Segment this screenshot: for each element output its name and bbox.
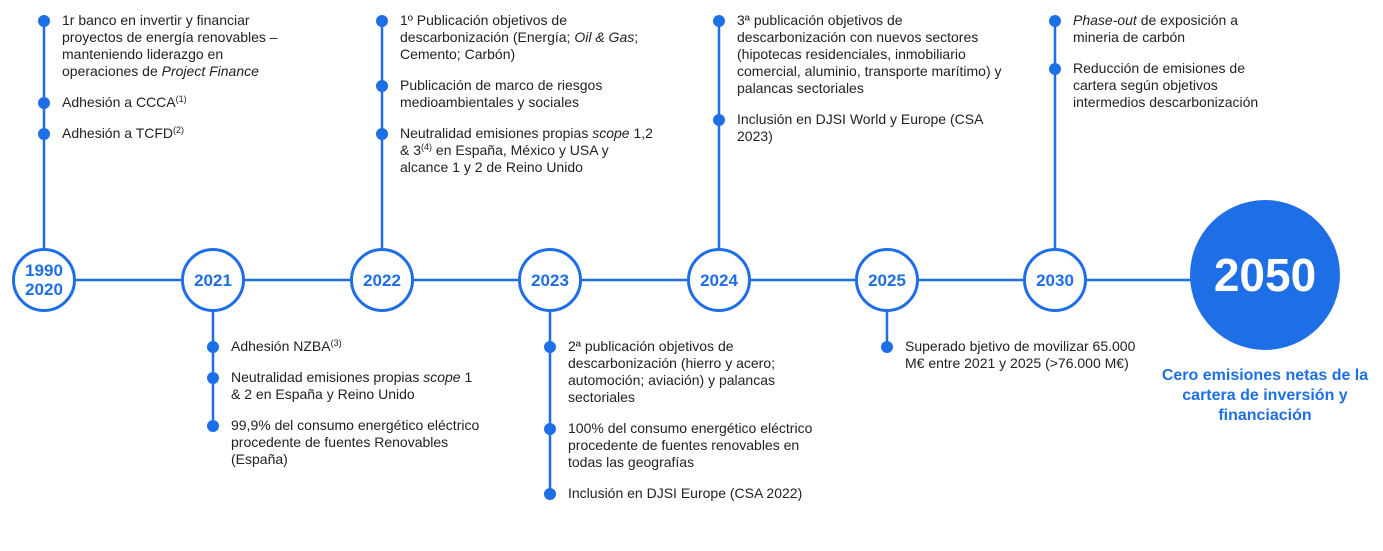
milestone-item: Inclusión en DJSI World y Europe (CSA 20… (737, 111, 1007, 145)
item-text: Inclusión en DJSI Europe (CSA 2022) (568, 485, 803, 501)
milestone-item: Adhesión a CCCA(1) (62, 94, 302, 111)
item-text: 1r banco en invertir y financiar proyect… (62, 12, 278, 79)
item-text: Oil & Gas (574, 29, 635, 45)
milestone-item: Inclusión en DJSI Europe (CSA 2022) (568, 485, 820, 502)
item-text: Neutralidad emisiones propias (231, 369, 424, 385)
item-text: Publicación de marco de riesgos medioamb… (400, 77, 603, 110)
item-text: (1) (175, 94, 187, 104)
bullet (207, 372, 219, 384)
item-text: de exposición a mineria de carbón (1073, 12, 1239, 45)
milestone-items: 1º Publicación objetivos de descarboniza… (400, 12, 660, 190)
milestone-item: Neutralidad emisiones propias scope 1 & … (231, 369, 481, 403)
bullet (1049, 63, 1061, 75)
item-text: Adhesión NZBA (231, 338, 331, 354)
year-circle: 2023 (518, 248, 582, 312)
bullet (544, 341, 556, 353)
bullet (376, 80, 388, 92)
item-text: 100% del consumo energético eléctrico pr… (568, 420, 813, 470)
item-text: Inclusión en DJSI World y Europe (CSA 20… (737, 111, 983, 144)
milestone-items: 3ª publicación objetivos de descarboniza… (737, 12, 1007, 159)
item-text: ; Cemento; Carbón) (400, 29, 639, 62)
milestone-item: 2ª publicación objetivos de descarboniza… (568, 338, 820, 406)
item-text: scope (592, 125, 630, 141)
year-circle: 1990 2020 (12, 248, 76, 312)
milestone-item: 100% del consumo energético eléctrico pr… (568, 420, 820, 471)
bullet (38, 128, 50, 140)
milestone-items: Phase-out de exposición a mineria de car… (1073, 12, 1278, 125)
item-text: Adhesión a CCCA (62, 94, 176, 110)
milestone-item: Reducción de emisiones de cartera según … (1073, 60, 1278, 111)
bullet (713, 15, 725, 27)
item-text: Superado bjetivo de movilizar 65.000 M€ … (905, 338, 1136, 371)
year-circle: 2021 (181, 248, 245, 312)
bullet (544, 423, 556, 435)
bullet (1049, 15, 1061, 27)
milestone-item: 1r banco en invertir y financiar proyect… (62, 12, 302, 80)
bullet (38, 97, 50, 109)
item-text: Project Finance (161, 63, 259, 79)
milestone-items: 1r banco en invertir y financiar proyect… (62, 12, 302, 156)
item-text: Phase-out (1073, 12, 1137, 28)
item-text: Reducción de emisiones de cartera según … (1073, 60, 1259, 110)
year-circle: 2030 (1023, 248, 1087, 312)
bullet (38, 15, 50, 27)
milestone-item: Publicación de marco de riesgos medioamb… (400, 77, 660, 111)
final-caption: Cero emisiones netas de la cartera de in… (1161, 367, 1369, 424)
item-text: (2) (173, 125, 185, 135)
milestone-item: Neutralidad emisiones propias scope 1,2 … (400, 125, 660, 176)
item-text: 1º Publicación objetivos de descarboniza… (400, 12, 575, 45)
item-text: (3) (330, 338, 342, 348)
bullet (376, 128, 388, 140)
item-text: 1 & 2 en España y Reino Unido (231, 369, 473, 402)
year-circle: 2022 (350, 248, 414, 312)
year-circle: 2025 (855, 248, 919, 312)
milestone-item: 1º Publicación objetivos de descarboniza… (400, 12, 660, 63)
bullet (713, 114, 725, 126)
milestone-items: Superado bjetivo de movilizar 65.000 M€ … (905, 338, 1145, 386)
bullet (207, 341, 219, 353)
milestone-item: Phase-out de exposición a mineria de car… (1073, 12, 1278, 46)
item-text: Neutralidad emisiones propias (400, 125, 593, 141)
milestone-item: Adhesión a TCFD(2) (62, 125, 302, 142)
bullet (376, 15, 388, 27)
final-circle: 2050 (1190, 200, 1340, 350)
milestone-item: Superado bjetivo de movilizar 65.000 M€ … (905, 338, 1145, 372)
item-text: 3ª publicación objetivos de descarboniza… (737, 12, 1002, 96)
bullet (881, 341, 893, 353)
milestone-items: 2ª publicación objetivos de descarboniza… (568, 338, 820, 516)
milestone-item: 99,9% del consumo energético eléctrico p… (231, 417, 481, 468)
item-text: 2ª publicación objetivos de descarboniza… (568, 338, 776, 405)
item-text: en España, México y USA y alcance 1 y 2 … (400, 142, 609, 175)
bullet (207, 420, 219, 432)
milestone-item: 3ª publicación objetivos de descarboniza… (737, 12, 1007, 97)
item-text: scope (423, 369, 461, 385)
year-circle: 2024 (687, 248, 751, 312)
milestone-items: Adhesión NZBA(3) Neutralidad emisiones pr… (231, 338, 481, 482)
item-text: (4) (421, 142, 433, 152)
item-text: Adhesión a TCFD (62, 125, 174, 141)
item-text: 99,9% del consumo energético eléctrico p… (231, 417, 480, 467)
item-text: 1,2 & 3 (400, 125, 653, 158)
bullet (544, 488, 556, 500)
milestone-item: Adhesión NZBA(3) (231, 338, 481, 355)
